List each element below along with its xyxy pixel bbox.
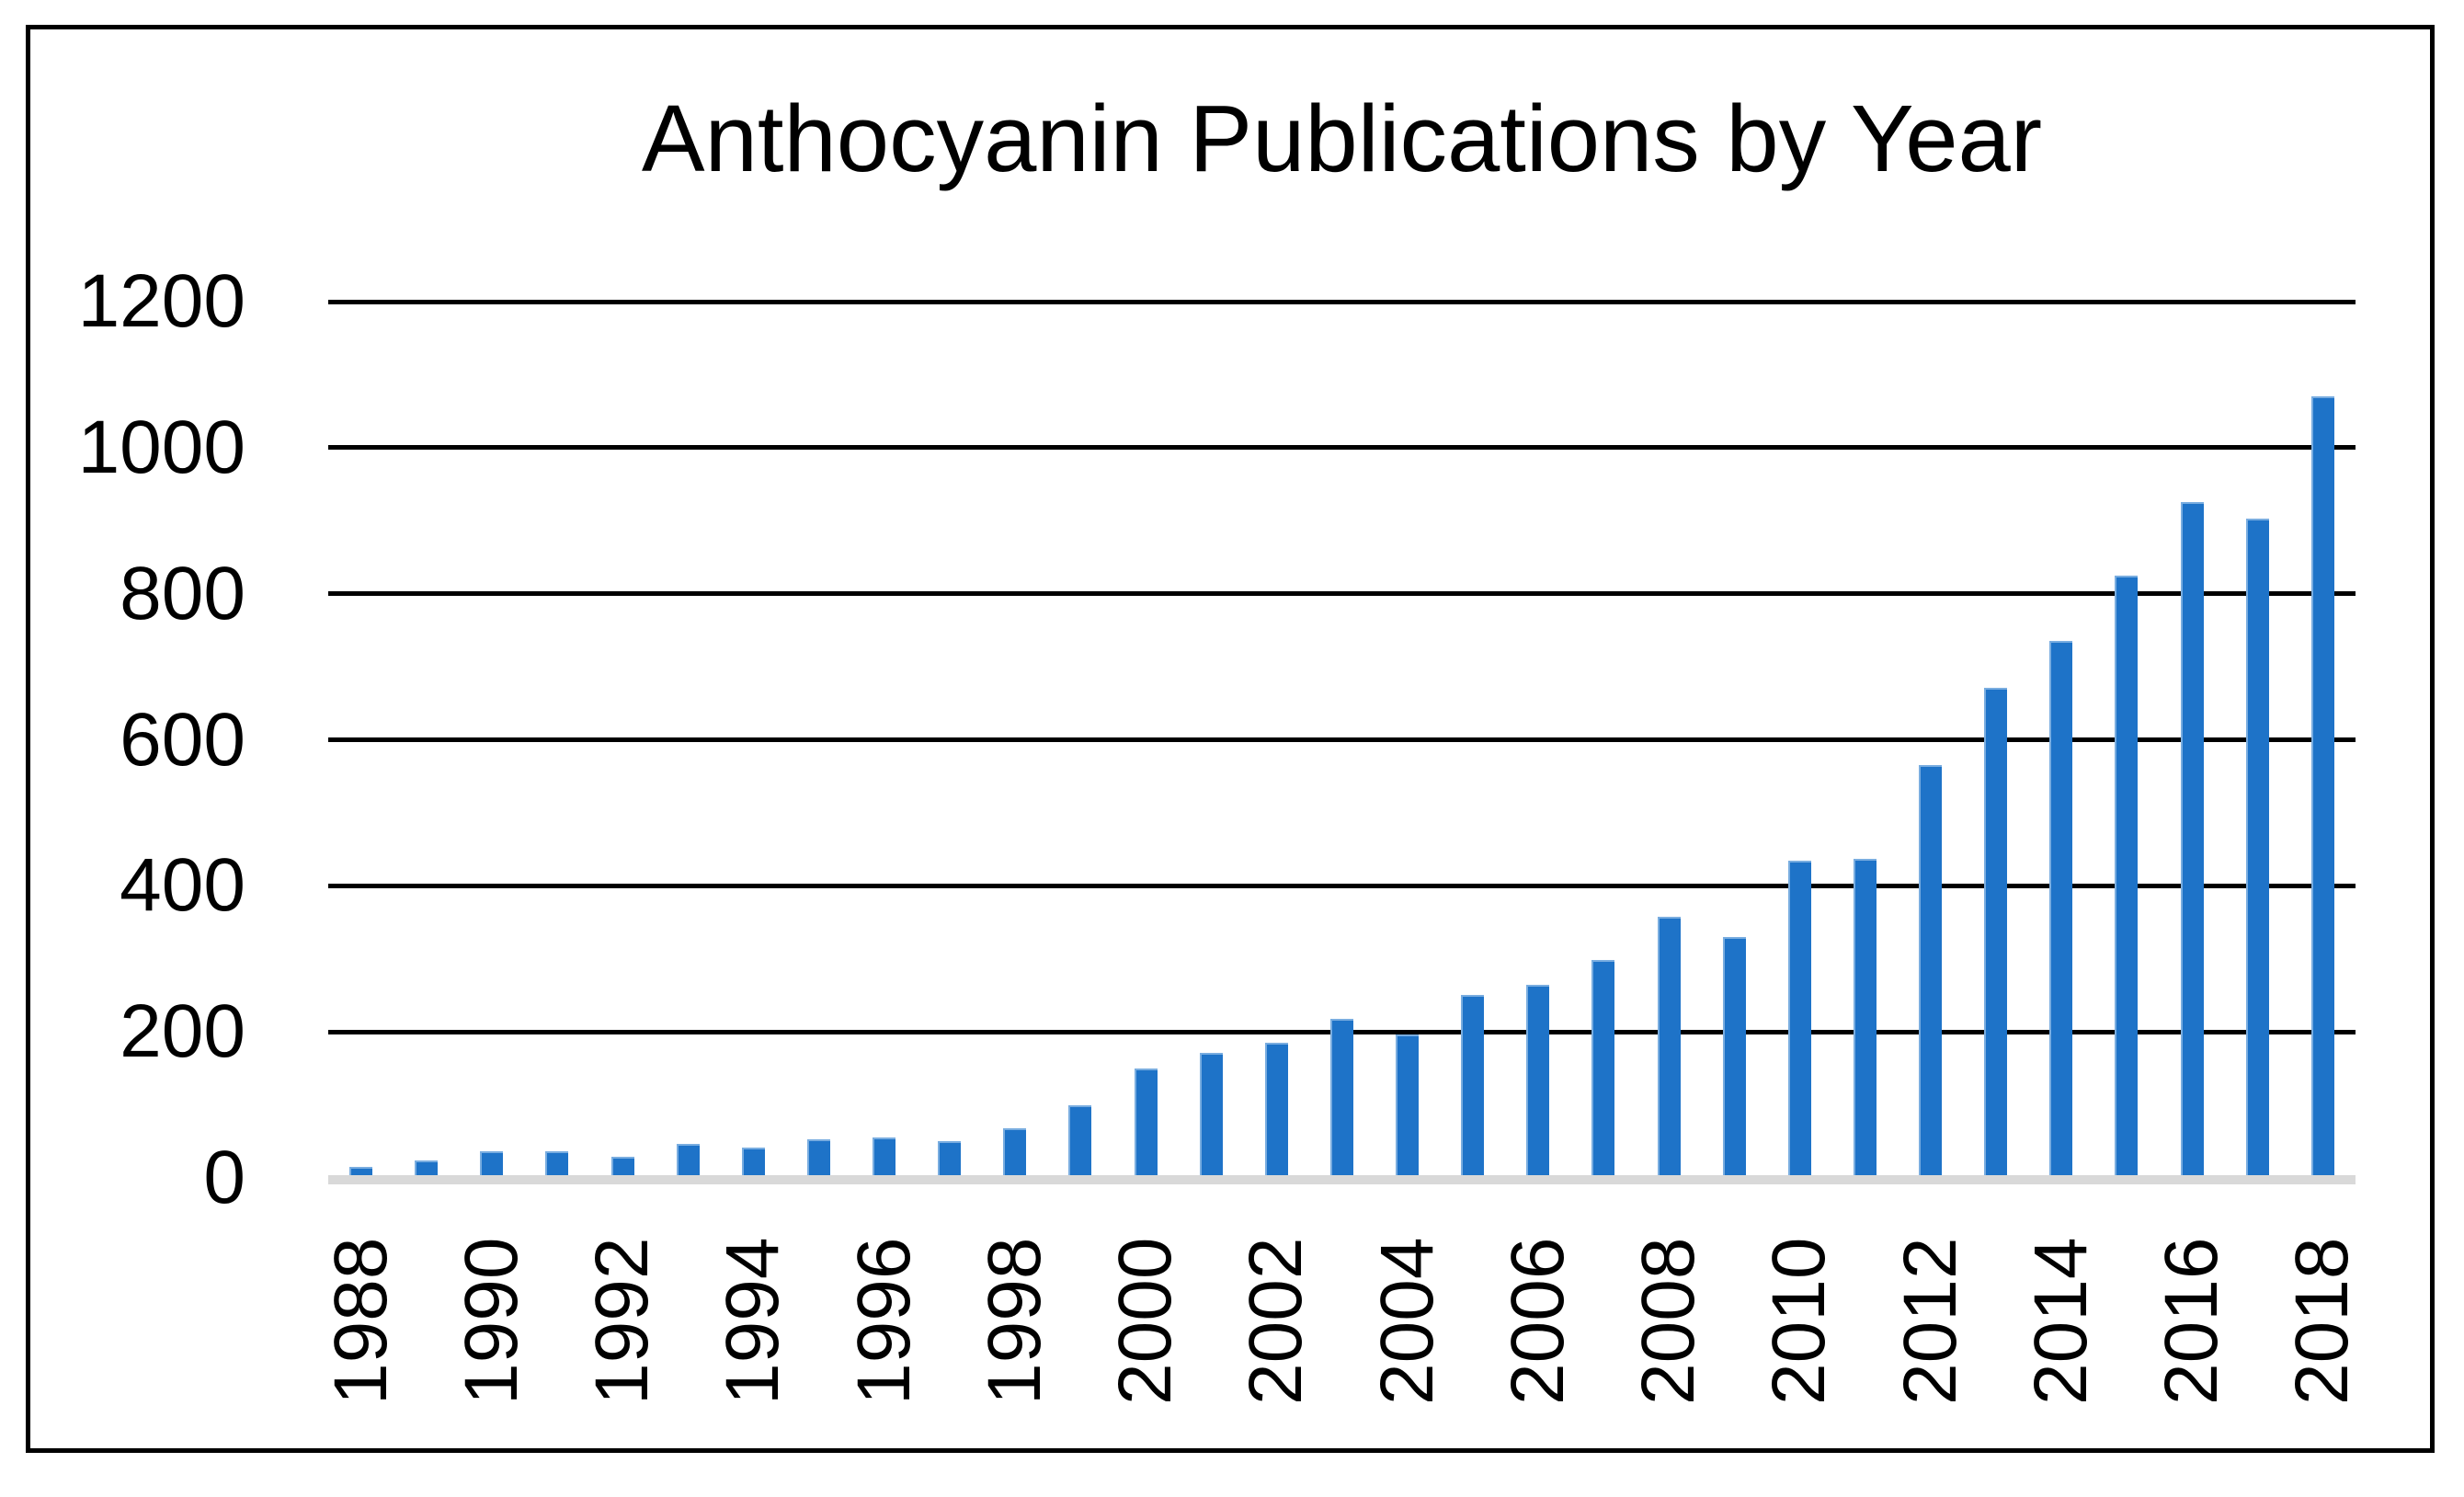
x-tick-label-1992: 1992: [580, 1237, 665, 1405]
y-tick-label-0: 0: [203, 1136, 245, 1219]
y-tick-label-400: 400: [120, 843, 245, 928]
y-tick-label-1200: 1200: [77, 259, 245, 343]
bar-2014: [2049, 640, 2073, 1178]
bar-2006: [1526, 984, 1550, 1178]
bar-slot-1990: [459, 302, 524, 1178]
bar-slot-2010: [1767, 302, 1832, 1178]
bar-2009: [1722, 936, 1746, 1178]
x-tick-label-1998: 1998: [972, 1237, 1056, 1405]
x-axis-line: [328, 1175, 2356, 1184]
bar-2005: [1461, 995, 1485, 1178]
x-tick-label-2008: 2008: [1626, 1237, 1711, 1405]
x-tick-label-2004: 2004: [1364, 1237, 1449, 1405]
bar-1991: [545, 1151, 569, 1178]
bar-slot-1998: [982, 302, 1047, 1178]
bar-slot-2005: [1440, 302, 1505, 1178]
bar-2013: [1984, 688, 2008, 1178]
bar-1988: [349, 1167, 373, 1178]
bar-2002: [1264, 1043, 1288, 1178]
bar-2004: [1396, 1034, 1420, 1178]
gridline-1000: [328, 445, 2356, 451]
x-tick-label-2016: 2016: [2150, 1237, 2234, 1405]
bar-slot-2000: [1113, 302, 1179, 1178]
chart-title: Anthocyanin Publications by Year: [641, 86, 2043, 191]
bar-slot-2012: [1898, 302, 1963, 1178]
bar-1998: [1003, 1128, 1027, 1178]
gridline-800: [328, 591, 2356, 597]
x-tick-label-1988: 1988: [318, 1237, 403, 1405]
bar-slot-1989: [394, 302, 459, 1178]
gridline-1200: [328, 299, 2356, 304]
bar-slot-2014: [2028, 302, 2093, 1178]
bar-1996: [873, 1137, 896, 1178]
bar-2015: [2115, 575, 2139, 1178]
x-tick-label-2002: 2002: [1234, 1237, 1318, 1405]
gridline-600: [328, 737, 2356, 742]
bar-slot-2016: [2160, 302, 2225, 1178]
bar-1993: [676, 1143, 700, 1178]
bar-slot-1992: [590, 302, 656, 1178]
bar-slot-2003: [1309, 302, 1375, 1178]
bar-1989: [415, 1160, 439, 1178]
bar-series: [328, 302, 2356, 1178]
bar-slot-1999: [1047, 302, 1112, 1178]
bar-1995: [806, 1138, 830, 1178]
bar-slot-2018: [2290, 302, 2356, 1178]
bar-2010: [1787, 861, 1811, 1178]
bar-slot-1991: [524, 302, 589, 1178]
x-tick-label-1990: 1990: [449, 1237, 533, 1405]
y-tick-label-600: 600: [120, 697, 245, 782]
bar-slot-2011: [1832, 302, 1898, 1178]
bar-slot-2006: [1505, 302, 1570, 1178]
bar-2003: [1329, 1018, 1353, 1178]
bar-2017: [2245, 518, 2269, 1178]
bar-slot-2001: [1179, 302, 1244, 1178]
x-tick-label-2012: 2012: [1888, 1237, 1972, 1405]
bar-2000: [1134, 1068, 1158, 1178]
x-tick-label-2018: 2018: [2280, 1237, 2365, 1405]
bar-1992: [610, 1156, 634, 1178]
bar-slot-2017: [2225, 302, 2290, 1178]
bar-2012: [1919, 764, 1943, 1178]
y-tick-label-800: 800: [120, 551, 245, 635]
bar-2016: [2180, 502, 2204, 1178]
bar-slot-1996: [851, 302, 917, 1178]
bar-1999: [1068, 1104, 1092, 1178]
x-tick-label-2000: 2000: [1103, 1237, 1188, 1405]
bar-slot-2013: [1963, 302, 2028, 1178]
gridline-400: [328, 883, 2356, 888]
bar-slot-2008: [1637, 302, 1702, 1178]
bar-slot-1988: [328, 302, 394, 1178]
bar-slot-2015: [2093, 302, 2159, 1178]
bar-slot-1993: [656, 302, 721, 1178]
bar-1994: [741, 1148, 765, 1178]
x-tick-label-2010: 2010: [1757, 1237, 1842, 1405]
bar-2001: [1199, 1053, 1223, 1178]
bar-slot-1994: [721, 302, 786, 1178]
bar-slot-1997: [917, 302, 982, 1178]
bar-slot-2004: [1375, 302, 1440, 1178]
bar-1997: [938, 1141, 962, 1178]
x-tick-label-1994: 1994: [711, 1237, 795, 1405]
bar-2018: [2310, 396, 2334, 1178]
bar-2007: [1591, 959, 1615, 1178]
bar-slot-2002: [1244, 302, 1309, 1178]
x-tick-label-2014: 2014: [2018, 1237, 2103, 1405]
y-tick-label-1000: 1000: [77, 405, 245, 489]
bar-2011: [1853, 858, 1877, 1178]
bar-slot-1995: [786, 302, 851, 1178]
bar-2008: [1657, 916, 1681, 1178]
bar-slot-2007: [1570, 302, 1636, 1178]
x-tick-label-1996: 1996: [841, 1237, 926, 1405]
y-tick-label-200: 200: [120, 989, 245, 1074]
x-tick-label-2006: 2006: [1495, 1237, 1580, 1405]
bar-slot-2009: [1702, 302, 1767, 1178]
bar-1990: [480, 1151, 504, 1178]
